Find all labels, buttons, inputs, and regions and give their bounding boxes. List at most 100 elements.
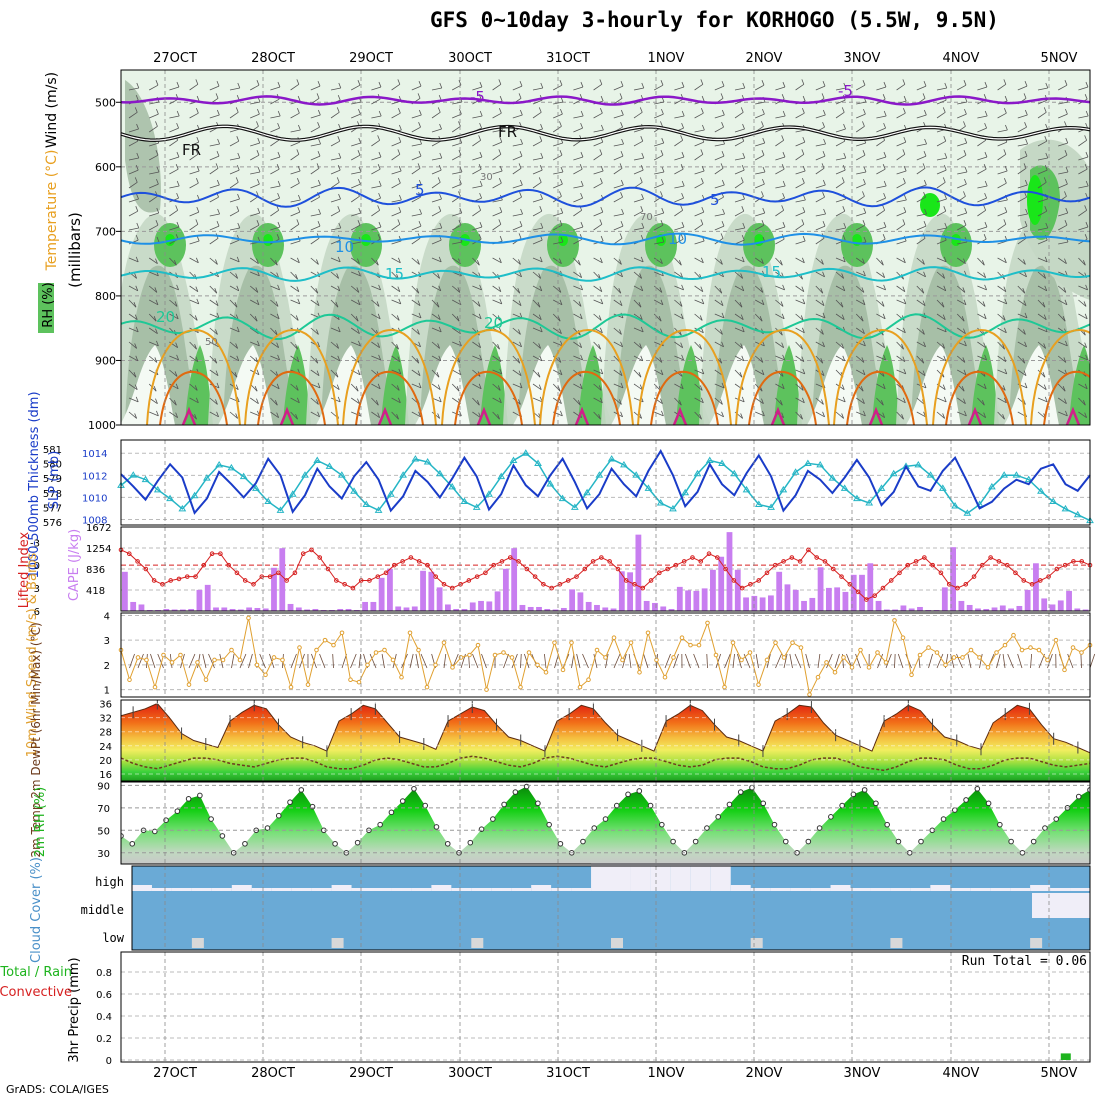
wind-barb-flag [983,205,987,211]
wind-barb-flag [1022,358,1026,364]
wind-barb-flag [620,382,624,389]
wind-barb [997,129,1008,133]
wind-barb-flag [984,354,987,361]
wind-barb [492,257,502,264]
wind-barb-flag [417,163,421,169]
wind-barb [613,257,622,265]
wind-barb-flag [376,301,380,307]
wind-barb [734,257,745,263]
wind-barb [694,141,704,147]
wind-barb-flag [802,108,805,114]
wind-barb-flag [902,286,906,292]
wind-barb-flag [156,108,159,115]
wind-barb-flag [539,136,543,142]
wind-barb [936,411,945,419]
wind-barb [977,197,987,203]
wind-barb [1037,285,1047,292]
wind-barb [1078,341,1087,348]
thickness-line-marker [1037,487,1045,494]
temp-axis-label: 2m Temp 2m DewPt (6hr Min/Max) (°C) [29,622,43,857]
wind10m-marker [909,672,914,678]
wind-barb [391,199,402,203]
bottom-day-label: 1NOV [648,1066,685,1080]
wind-barb [856,411,866,417]
wind-barb [593,285,603,292]
wind-barb [775,86,786,91]
wind-barb-flag [438,396,442,403]
wind-barb [371,115,382,119]
wind-barb-flag [681,122,684,129]
wind-barb-flag [821,163,825,169]
wind-barb [411,196,421,203]
wind-barb-flag [277,284,280,291]
wind-barb-flag [396,414,399,420]
wind-barb-flag [984,81,988,88]
wind-barb [391,182,401,189]
wind-barb [783,653,788,669]
wind-barb [775,341,784,348]
wind-barb-flag [215,370,219,376]
wind-barb-flag [416,288,420,294]
wind-barb-flag [619,259,622,265]
wind-barb [128,411,137,419]
wind-barb-flag [903,368,907,375]
wind-barb [896,369,906,375]
panel-frame [120,69,1091,426]
wind-barb [613,327,622,335]
wind-barb [795,129,806,133]
wind-barb [492,285,502,292]
wind-barb [1078,299,1087,307]
wind-barb-flag [336,343,340,349]
wind-barb-flag [377,342,381,348]
li-marker [425,562,430,568]
wind-barb [209,397,218,405]
wind-barb-flag [721,179,725,186]
wind-barb [249,313,258,322]
wind-barb-flag [560,410,563,417]
wind-barb [270,299,279,307]
wind-barb-flag [559,369,563,375]
wind-barb [795,257,805,264]
wind-barb-flag [782,284,785,291]
wind-barb-flag [762,166,766,173]
wind-barb [492,141,502,147]
wind-barb [148,196,158,203]
cloud-high-bar [211,888,232,891]
wind-barb [431,299,440,308]
wind-barb [674,86,685,91]
wind-barb-flag [417,370,421,376]
wind-barb-flag [681,221,685,228]
wind-barb-flag [478,164,482,170]
wind-barb-flag [537,372,541,378]
wind-barb [149,183,159,189]
isotherm-30 [748,370,817,425]
li-marker [317,555,323,560]
wind-barb-flag [336,273,340,279]
wind-barb-flag [175,412,179,418]
wind-barb-flag [153,316,157,322]
wind10m-marker [747,650,753,655]
wind-barb-flag [843,152,847,159]
rh-tick-label: 90 [97,781,110,792]
wind-barb [755,183,765,189]
wind-barb-flag [943,256,947,263]
wind-barb-flag [1003,219,1007,225]
rh2m-marker [884,821,890,828]
wind-barb [613,196,623,203]
wind10m-marker [441,640,447,645]
wind-barb [149,171,160,175]
isotherm-label: -5 [838,82,853,100]
wind-barb-flag [540,82,544,89]
wind-barb [512,299,522,306]
wind-barb-flag [699,385,703,391]
wind-barb [189,285,199,292]
wind-barb-flag [741,256,745,263]
cape-bar [900,605,907,611]
wind-barb [856,142,866,147]
wind-barb [532,182,542,189]
isotherm-label: 20 [156,308,175,326]
wind-barb [1058,224,1068,231]
wind-barb [209,369,219,376]
wind-barb [351,171,362,175]
wind-barb [330,355,340,362]
